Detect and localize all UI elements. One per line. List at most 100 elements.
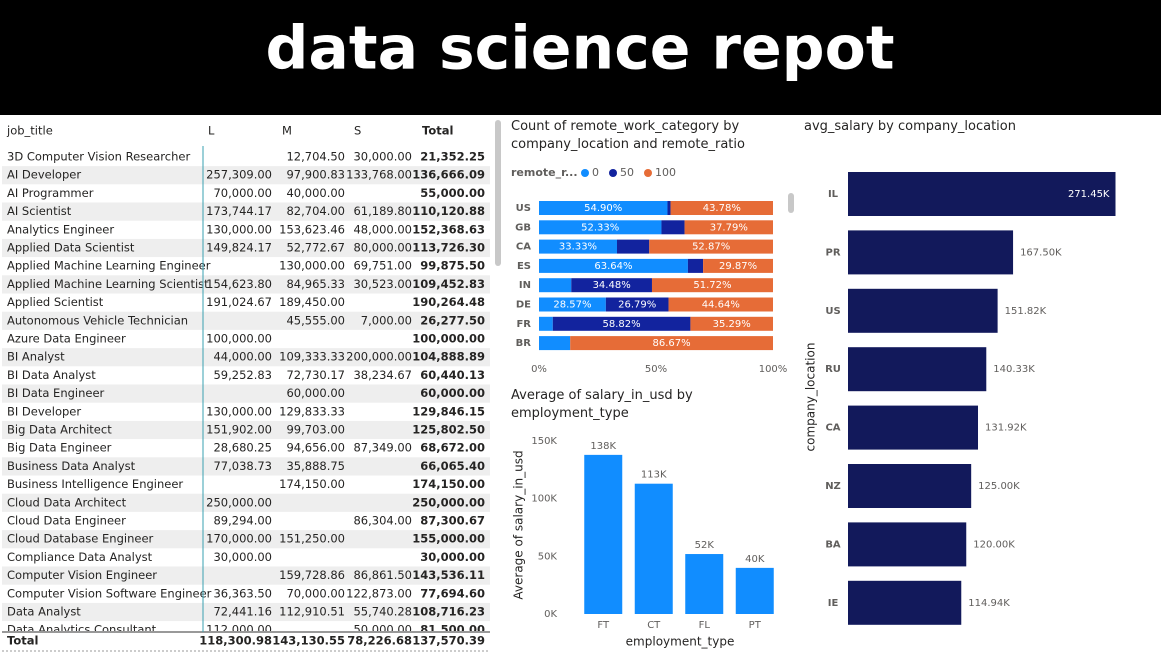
chart-title: Average of salary_in_usd by employment_ty… (511, 388, 693, 421)
value-cell: 77,694.60 (420, 586, 485, 600)
value-cell: 130,000.00 (206, 222, 272, 236)
value-cell: 35,888.75 (286, 459, 345, 473)
data-label: 63.64% (594, 261, 632, 272)
y-tick-label: ES (517, 261, 531, 272)
value-cell: 77,038.73 (213, 459, 272, 473)
x-tick-label: CT (647, 620, 661, 631)
y-tick-label: FR (516, 319, 531, 330)
data-label: 43.78% (703, 203, 741, 214)
table-row: Data Analyst 72,441.16 112,910.51 55,740.28… (2, 602, 490, 622)
value-cell: 26,277.50 (420, 313, 485, 327)
x-tick-label: FT (597, 620, 610, 631)
value-cell: 250,000.00 (206, 495, 272, 509)
chart-scrollbar[interactable] (788, 193, 794, 213)
data-label: 125.00K (978, 481, 1020, 492)
table-row: AI Programmer 70,000.00 40,000.00 55,000.00 (7, 186, 485, 200)
total-cell: Total (7, 634, 38, 648)
x-tick-label: 0% (531, 364, 547, 375)
y-tick-label: 0K (544, 609, 557, 620)
bar-segment (570, 336, 773, 351)
job-title-cell: BI Developer (7, 404, 81, 418)
value-cell: 112,910.51 (279, 605, 345, 619)
value-cell: 250,000.00 (412, 495, 485, 509)
bar-segment (539, 239, 617, 254)
table-row: Business Intelligence Engineer 174,150.00… (7, 477, 485, 491)
value-cell: 154,623.80 (206, 277, 272, 291)
column-header: S (354, 124, 361, 138)
table-row: Big Data Engineer 28,680.25 94,656.00 87,34… (7, 441, 485, 455)
value-cell: 86,304.00 (353, 514, 412, 528)
page-title: data science repot (265, 14, 894, 84)
table-row: AI Scientist 173,744.17 82,704.00 61,189.80… (2, 202, 490, 221)
row-shade (2, 420, 490, 440)
job-title-cell: BI Data Analyst (7, 368, 96, 382)
value-cell: 149,824.17 (206, 241, 272, 255)
job-title-cell: Business Intelligence Engineer (7, 477, 183, 491)
table-row: BI Developer 130,000.00 129,833.33 129,846.… (7, 404, 485, 418)
value-cell: 72,441.16 (213, 605, 272, 619)
y-tick-label: 100K (531, 494, 557, 505)
data-label: 29.87% (719, 261, 757, 272)
value-cell: 129,846.15 (412, 404, 485, 418)
value-cell: 100,000.00 (412, 332, 485, 346)
value-cell: 109,452.83 (412, 277, 485, 291)
data-label: 131.92K (985, 423, 1027, 434)
bar-segment (670, 201, 773, 215)
bar-segment (616, 239, 650, 254)
value-cell: 122,873.00 (346, 586, 412, 600)
value-cell: 87,300.67 (420, 514, 485, 528)
bar-segment (690, 316, 773, 331)
value-cell: 110,120.88 (412, 204, 485, 218)
column-header: M (282, 124, 292, 138)
job-title-cell: BI Data Engineer (7, 386, 105, 400)
job-title-cell: Computer Vision Software Engineer (7, 586, 212, 600)
table-row: BI Analyst 44,000.00 109,333.33 200,000.00 1… (2, 348, 490, 367)
value-cell: 113,726.30 (412, 241, 485, 255)
value-cell: 28,680.25 (213, 441, 272, 455)
bar-segment (539, 201, 668, 215)
bar (584, 454, 623, 614)
y-axis-label: company_location (804, 343, 818, 452)
value-cell: 44,000.00 (213, 350, 272, 364)
value-cell: 52,772.67 (286, 241, 345, 255)
value-cell: 174,150.00 (279, 477, 345, 491)
data-label: 40K (745, 554, 765, 565)
legend-marker (644, 169, 652, 177)
table-row: Business Data Analyst 77,038.73 35,888.75 6… (2, 457, 490, 476)
data-label: 86.67% (653, 338, 691, 349)
table-row: Applied Scientist 191,024.67 189,450.00 190… (7, 295, 485, 309)
table: job_title L M S Total 3D Computer Vision Rese… (2, 124, 490, 652)
value-cell: 82,704.00 (286, 204, 345, 218)
bar-segment (649, 239, 773, 254)
column-header: L (208, 124, 215, 138)
data-label: 58.82% (603, 319, 641, 330)
value-cell: 30,000.00 (353, 150, 412, 164)
bar-segment (605, 297, 669, 312)
value-cell: 133,768.00 (346, 168, 412, 182)
bar-segment (552, 316, 691, 331)
value-cell: 36,363.50 (213, 586, 272, 600)
y-tick-label: NZ (825, 481, 841, 492)
table-row: Autonomous Vehicle Technician 45,555.00 7,… (2, 311, 490, 330)
table-row: Analytics Engineer 130,000.00 153,623.46 48… (7, 222, 485, 236)
value-cell: 55,000.00 (420, 186, 485, 200)
value-cell: 66,065.40 (420, 459, 485, 473)
job-title-cell: Azure Data Engineer (7, 332, 126, 346)
total-cell: 78,226.68 (347, 634, 412, 648)
bar (848, 522, 967, 567)
job-title-cell: Cloud Data Engineer (7, 514, 126, 528)
data-label: 54.90% (584, 203, 622, 214)
table-row: Computer Vision Software Engineer 36,363.… (7, 586, 485, 600)
value-cell: 125,802.50 (412, 423, 485, 437)
value-cell: 60,000.00 (420, 386, 485, 400)
row-shade (2, 238, 490, 258)
value-cell: 21,352.25 (420, 150, 485, 164)
table-scrollbar[interactable] (495, 120, 501, 266)
job-title-cell: Big Data Engineer (7, 441, 112, 455)
table-row: Applied Machine Learning Engineer 130,000… (7, 259, 485, 273)
value-cell: 99,875.50 (420, 259, 485, 273)
y-tick-label: BR (516, 338, 532, 349)
value-cell: 48,000.00 (353, 222, 412, 236)
chart-title: Count of remote_work_category by company_… (511, 119, 745, 152)
